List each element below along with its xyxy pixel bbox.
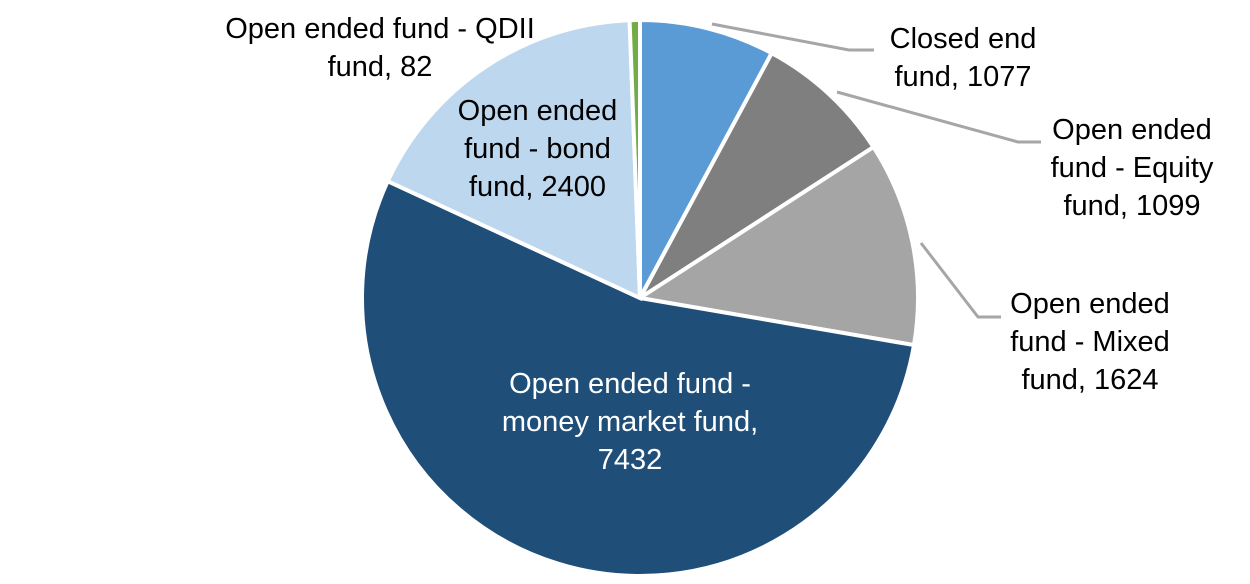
leader-line-closed-end-fund	[711, 22, 874, 52]
pie-slice-open-ended-fund-bond-fund	[385, 18, 643, 302]
pie-slice-closed-end-fund	[638, 17, 775, 299]
leader-line-mixed-fund	[919, 242, 1001, 319]
label-closed-end-fund: Closed end fund, 1077	[889, 23, 1037, 93]
pie-slice-open-ended-fund-equity-fund	[638, 50, 877, 300]
pie-slice-open-ended-fund-mixed-fund	[634, 144, 920, 348]
label-open-ended-fund-money-market: Open ended fund - money market fund, 743…	[501, 368, 759, 476]
label-open-ended-fund-bond: Open ended fund - bond fund, 2400	[457, 95, 618, 203]
label-open-ended-fund-qdii: Open ended fund - QDII fund, 82	[225, 13, 535, 83]
label-open-ended-fund-equity: Open ended fund - Equity fund, 1099	[1050, 114, 1214, 222]
pie-slice-open-ended-fund-money-market-fund	[360, 178, 917, 578]
label-open-ended-fund-mixed: Open ended fund - Mixed fund, 1624	[1010, 288, 1170, 396]
pie-slices	[360, 17, 920, 578]
leader-line-equity-fund	[836, 90, 1041, 144]
pie-slice-open-ended-fund-qdii-fund	[627, 17, 642, 299]
leader-lines	[711, 22, 1041, 319]
